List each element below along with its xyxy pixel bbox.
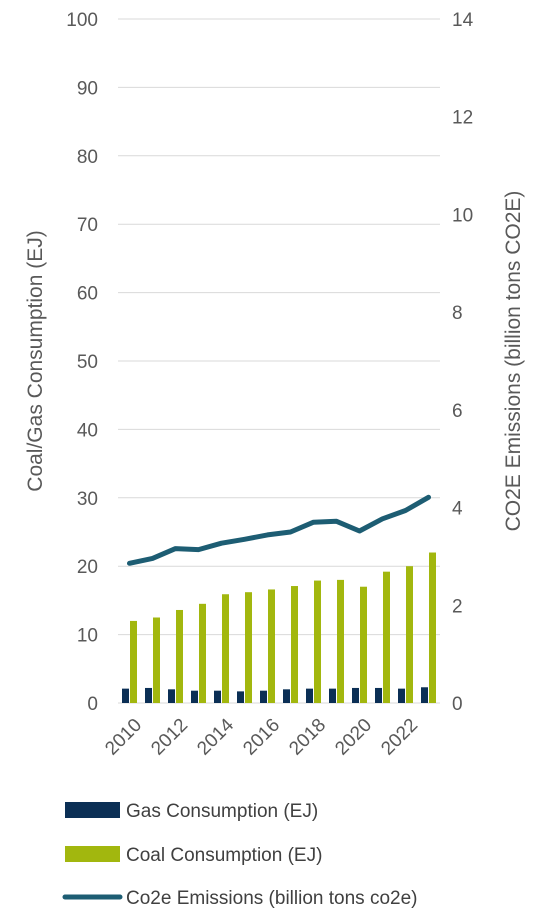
bar-coal — [429, 552, 436, 703]
y-right-axis-title: CO2E Emissions (billion tons CO2E) — [502, 191, 525, 532]
bar-gas — [191, 690, 198, 703]
gridlines — [118, 18, 440, 704]
bar-coal — [130, 620, 137, 703]
bar-gas — [168, 689, 175, 703]
emissions-series-line — [127, 494, 431, 566]
x-tick-label: 2012 — [147, 715, 192, 760]
bar-coal — [406, 566, 413, 703]
legend-label-gas: Gas Consumption (EJ) — [126, 801, 318, 822]
y-right-tick-label: 14 — [452, 10, 474, 31]
bar-gas — [329, 688, 336, 703]
bar-coal — [383, 571, 390, 703]
bar-gas — [260, 690, 267, 703]
bar-coal — [199, 603, 206, 703]
bars — [122, 552, 436, 703]
x-tick-label: 2022 — [377, 715, 422, 760]
y-right-tick-label: 12 — [452, 108, 473, 129]
x-tick-label: 2016 — [239, 715, 284, 760]
y-left-tick-label: 20 — [77, 557, 98, 578]
y-left-tick-label: 60 — [77, 284, 98, 305]
bar-gas — [122, 688, 129, 703]
y-left-tick-label: 80 — [77, 147, 98, 168]
x-tick-label: 2010 — [101, 715, 146, 760]
y-right-tick-label: 2 — [452, 596, 463, 617]
bar-coal — [222, 594, 229, 703]
legend-swatch-coal — [65, 846, 120, 862]
y-right-tick-label: 0 — [452, 694, 463, 715]
bar-coal — [314, 580, 321, 703]
x-tick-label: 2020 — [331, 715, 376, 760]
x-tick-label: 2014 — [193, 714, 238, 759]
legend-label-emissions: Co2e Emissions (billion tons co2e) — [126, 888, 417, 909]
y-left-tick-label: 90 — [77, 78, 98, 99]
y-right-tick-labels: 0 2 4 6 8 10 12 14 — [452, 10, 474, 715]
x-tick-labels: 2010 2012 2014 2016 2018 2020 2022 — [101, 714, 422, 759]
bar-coal — [245, 592, 252, 703]
legend-item-coal: Coal Consumption (EJ) — [65, 845, 322, 866]
legend-item-gas: Gas Consumption (EJ) — [65, 801, 318, 822]
y-right-tick-label: 4 — [452, 499, 463, 520]
y-right-tick-label: 6 — [452, 401, 463, 422]
y-left-tick-labels: 0 10 20 30 40 50 60 70 80 90 100 — [66, 10, 98, 715]
y-left-axis-title: Coal/Gas Consumption (EJ) — [24, 230, 47, 491]
y-right-tick-label: 10 — [452, 205, 473, 226]
y-left-tick-label: 0 — [87, 694, 98, 715]
bar-gas — [421, 687, 428, 703]
bar-gas — [145, 687, 152, 703]
bar-gas — [352, 687, 359, 703]
y-left-tick-label: 30 — [77, 489, 98, 510]
x-tick-label: 2018 — [285, 715, 330, 760]
y-left-tick-label: 40 — [77, 420, 98, 441]
bar-gas — [214, 690, 221, 703]
y-left-tick-label: 50 — [77, 352, 98, 373]
bar-coal — [176, 609, 183, 703]
bar-coal — [360, 586, 367, 703]
bar-coal — [337, 579, 344, 703]
bar-gas — [306, 688, 313, 703]
bar-gas — [375, 687, 382, 703]
legend: Gas Consumption (EJ) Coal Consumption (E… — [62, 801, 417, 909]
bar-coal — [268, 589, 275, 703]
bar-gas — [237, 691, 244, 703]
legend-item-emissions: Co2e Emissions (billion tons co2e) — [62, 888, 417, 909]
bar-coal — [291, 586, 298, 703]
bar-gas — [283, 689, 290, 703]
bar-coal — [153, 617, 160, 703]
y-right-tick-label: 8 — [452, 303, 463, 324]
legend-label-coal: Coal Consumption (EJ) — [126, 845, 322, 866]
y-left-tick-label: 70 — [77, 215, 98, 236]
emissions-line — [127, 494, 431, 566]
legend-swatch-gas — [65, 802, 120, 818]
y-left-tick-label: 10 — [77, 626, 98, 647]
bar-gas — [398, 688, 405, 703]
y-left-tick-label: 100 — [66, 10, 98, 31]
